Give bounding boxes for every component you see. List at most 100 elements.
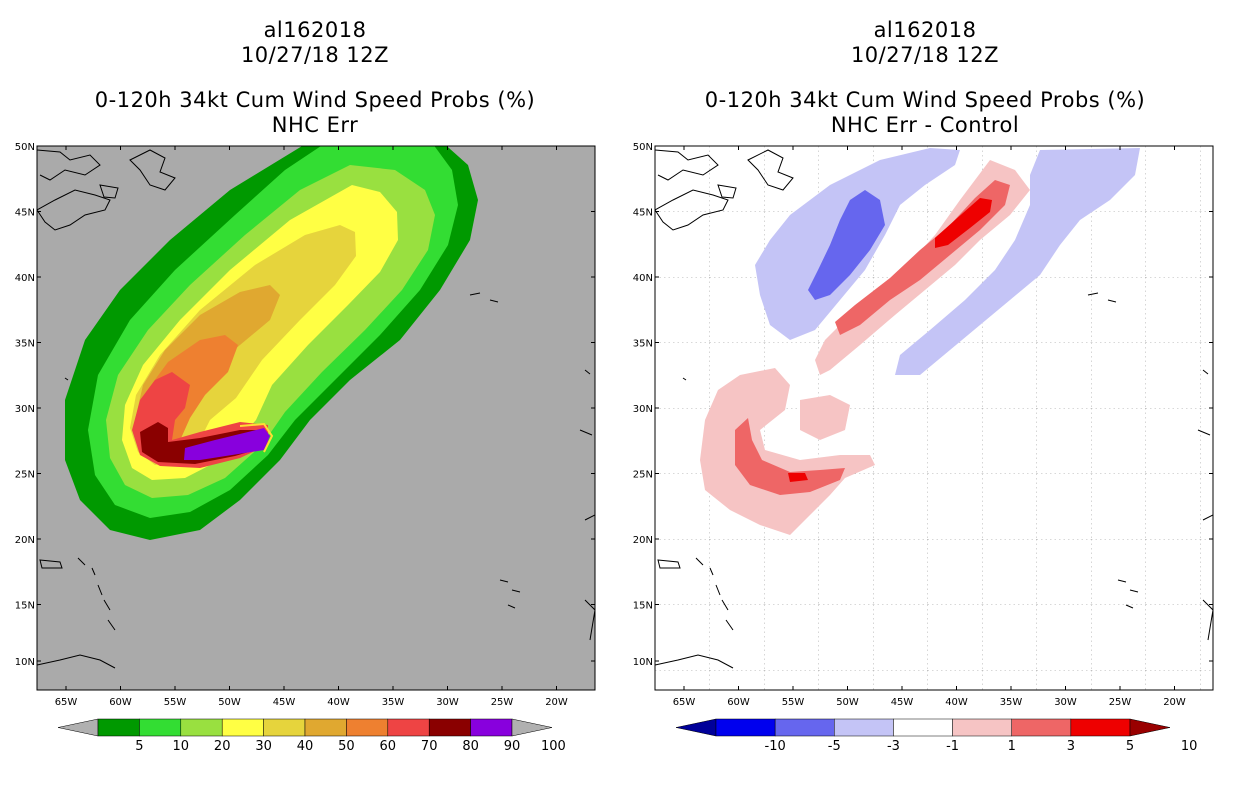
right-lon-label: 50W — [836, 697, 859, 708]
right-lat-label: 20N — [633, 535, 653, 546]
left-map — [37, 146, 595, 690]
right-colorbar-swatch — [1070, 718, 1131, 737]
right-lon-label: 60W — [727, 697, 750, 708]
left-axis-ticks: 65W 60W 55W 50W 45W 40W 35W 30W 25W 20W 50N 45N 40N 3… — [15, 142, 595, 708]
right-lat-label: 45N — [633, 208, 653, 219]
left-colorbar-swatch — [97, 718, 140, 737]
left-colorbar-label: 60 — [380, 739, 397, 754]
right-date: 10/27/18 12Z — [850, 43, 1000, 67]
left-lat-label: 30N — [15, 404, 35, 415]
right-colorbar-swatch — [952, 718, 1012, 737]
right-colorbar-swatch — [834, 718, 894, 737]
right-lon-label: 45W — [891, 697, 914, 708]
right-storm-id: al162018 — [873, 18, 977, 42]
left-lon-label: 50W — [218, 697, 241, 708]
right-lat-label: 50N — [633, 142, 653, 153]
left-colorbar-label: 20 — [214, 739, 231, 754]
left-coastlines — [37, 149, 595, 669]
right-coastlines — [655, 149, 1213, 669]
left-lat-label: 15N — [15, 601, 35, 612]
right-lat-label: 30N — [633, 404, 653, 415]
right-product: 0-120h 34kt Cum Wind Speed Probs (%) — [704, 88, 1146, 112]
left-title: al162018 10/27/18 12Z 0-120h 34kt Cum Wi… — [30, 18, 600, 138]
right-colorbar-high-arrow — [1129, 718, 1171, 737]
diff-positive-mid-sw — [735, 418, 845, 495]
left-colorbar-label: 30 — [255, 739, 272, 754]
right-map — [655, 146, 1213, 690]
left-colorbar-swatch — [263, 718, 306, 737]
right-colorbar-swatch — [1011, 718, 1072, 737]
right-lon-label: 65W — [673, 697, 696, 708]
left-lon-label: 20W — [545, 697, 568, 708]
right-lon-label: 55W — [782, 697, 805, 708]
left-colorbar-label: 5 — [135, 739, 143, 754]
left-colorbar-label: 100 — [541, 739, 566, 754]
left-date: 10/27/18 12Z — [240, 43, 390, 67]
left-lat-label: 25N — [15, 470, 35, 481]
right-lon-label: 35W — [1000, 697, 1023, 708]
left-lat-label: 10N — [15, 657, 35, 668]
left-lon-label: 45W — [273, 697, 296, 708]
left-colorbar-label: 70 — [421, 739, 438, 754]
right-lat-label: 15N — [633, 601, 653, 612]
left-colorbar-swatch — [470, 718, 513, 737]
left-lon-label: 35W — [382, 697, 405, 708]
diff-negative-light-se — [895, 148, 1140, 375]
right-colorbar-label: 10 — [1181, 739, 1198, 754]
right-lon-label: 20W — [1163, 697, 1186, 708]
left-lon-label: 55W — [164, 697, 187, 708]
right-lon-label: 40W — [945, 697, 968, 708]
left-colorbar-label: 80 — [462, 739, 479, 754]
left-lon-label: 40W — [327, 697, 350, 708]
left-colorbar-swatch — [221, 718, 264, 737]
right-lat-label: 35N — [633, 339, 653, 350]
right-colorbar-swatch — [774, 718, 835, 737]
right-subtitle: NHC Err - Control — [830, 113, 1020, 137]
right-lat-label: 10N — [633, 657, 653, 668]
right-colorbar: -10 -5 -3 -1 1 3 5 10 — [675, 718, 1198, 754]
right-colorbar-label: 1 — [1008, 739, 1016, 754]
right-colorbar-label: -3 — [887, 739, 900, 754]
left-colorbar-label: 50 — [338, 739, 355, 754]
diff-positive-light-sw — [700, 368, 875, 535]
left-lat-label: 35N — [15, 339, 35, 350]
left-lon-label: 30W — [436, 697, 459, 708]
left-colorbar-low-arrow — [57, 718, 99, 737]
left-colorbar-label: 40 — [297, 739, 314, 754]
right-axis-ticks: 65W 60W 55W 50W 45W 40W 35W 30W 25W 20W 50N 45N 40N 3… — [633, 142, 1213, 708]
left-colorbar-swatch — [387, 718, 430, 737]
left-product: 0-120h 34kt Cum Wind Speed Probs (%) — [94, 88, 536, 112]
right-colorbar-low-arrow — [675, 718, 717, 737]
left-colorbar-high-arrow — [511, 718, 553, 737]
storm-track-outline — [239, 422, 274, 453]
right-colorbar-swatch — [715, 718, 776, 737]
right-lat-label: 25N — [633, 470, 653, 481]
right-map-frame — [654, 145, 1214, 691]
left-colorbar-label: 10 — [173, 739, 190, 754]
diff-positive-strong-ne — [935, 198, 992, 248]
right-colorbar-label: 5 — [1126, 739, 1134, 754]
right-colorbar-label: 3 — [1067, 739, 1075, 754]
right-colorbar-label: -5 — [828, 739, 841, 754]
left-colorbar-swatch — [304, 718, 347, 737]
right-title: al162018 10/27/18 12Z 0-120h 34kt Cum Wi… — [640, 18, 1210, 138]
left-colorbar-swatch — [180, 718, 223, 737]
left-colorbar: 5 10 20 30 40 50 60 70 80 90 100 — [57, 718, 566, 754]
left-subtitle: NHC Err — [271, 113, 359, 137]
right-lon-label: 30W — [1054, 697, 1077, 708]
left-colorbar-swatch — [139, 718, 182, 737]
left-colorbar-swatch — [428, 718, 471, 737]
prob-band-90 — [184, 428, 270, 460]
left-lat-label: 20N — [15, 535, 35, 546]
diff-positive-light-sw-patch — [800, 395, 850, 440]
left-lat-label: 50N — [15, 142, 35, 153]
left-lat-label: 45N — [15, 208, 35, 219]
right-lon-label: 25W — [1109, 697, 1132, 708]
left-lon-label: 65W — [55, 697, 78, 708]
right-colorbar-swatch — [893, 718, 953, 737]
right-colorbar-label: -1 — [946, 739, 959, 754]
left-map-frame — [36, 145, 596, 691]
left-storm-id: al162018 — [263, 18, 367, 42]
right-lat-label: 40N — [633, 273, 653, 284]
